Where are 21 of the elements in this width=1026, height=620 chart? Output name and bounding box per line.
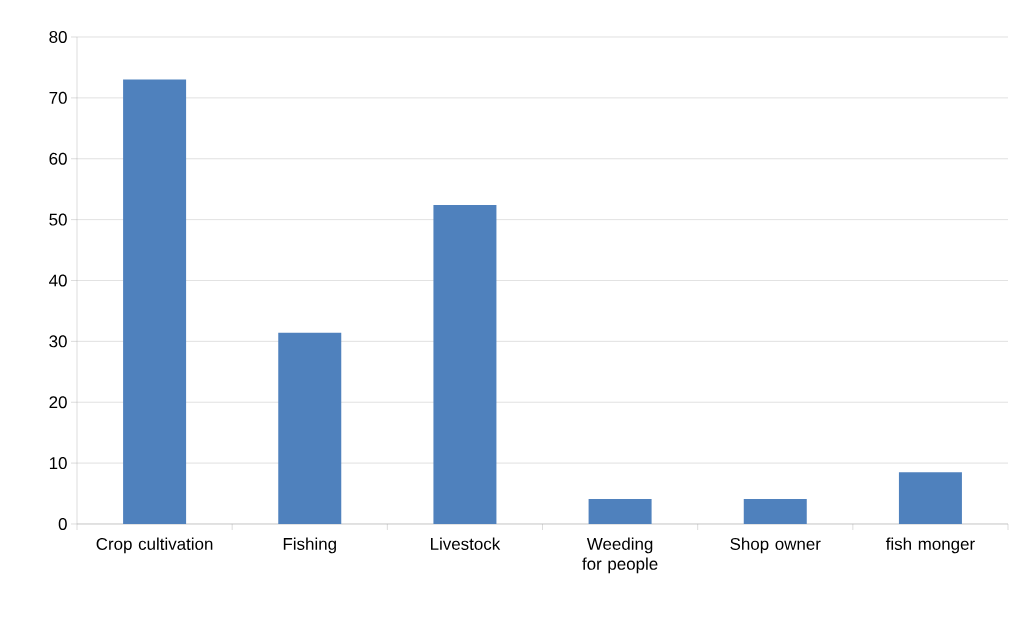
y-tick-label: 70 <box>49 91 67 104</box>
y-tick-label: 60 <box>49 152 67 165</box>
bar <box>588 499 652 524</box>
y-tick-label: 0 <box>58 517 67 530</box>
bar <box>123 79 187 524</box>
x-tick-label: Fishing <box>283 537 336 554</box>
x-tick-label: Livestock <box>431 537 501 550</box>
bar <box>743 499 807 524</box>
y-tick-label: 40 <box>49 274 67 287</box>
x-tick-label: Shop owner <box>730 537 821 554</box>
y-tick-label: 50 <box>49 213 67 226</box>
y-tick-label: 80 <box>49 30 67 43</box>
y-tick-label: 30 <box>49 335 67 348</box>
bar <box>278 332 342 524</box>
bar <box>898 472 962 524</box>
x-tick-label: fish monger <box>885 537 975 554</box>
y-tick-label: 10 <box>49 457 67 470</box>
x-tick-label: Weeding for people <box>582 537 658 574</box>
bar <box>433 205 497 524</box>
x-tick-label: Crop cultivation <box>96 537 213 554</box>
y-tick-label: 20 <box>49 396 67 409</box>
